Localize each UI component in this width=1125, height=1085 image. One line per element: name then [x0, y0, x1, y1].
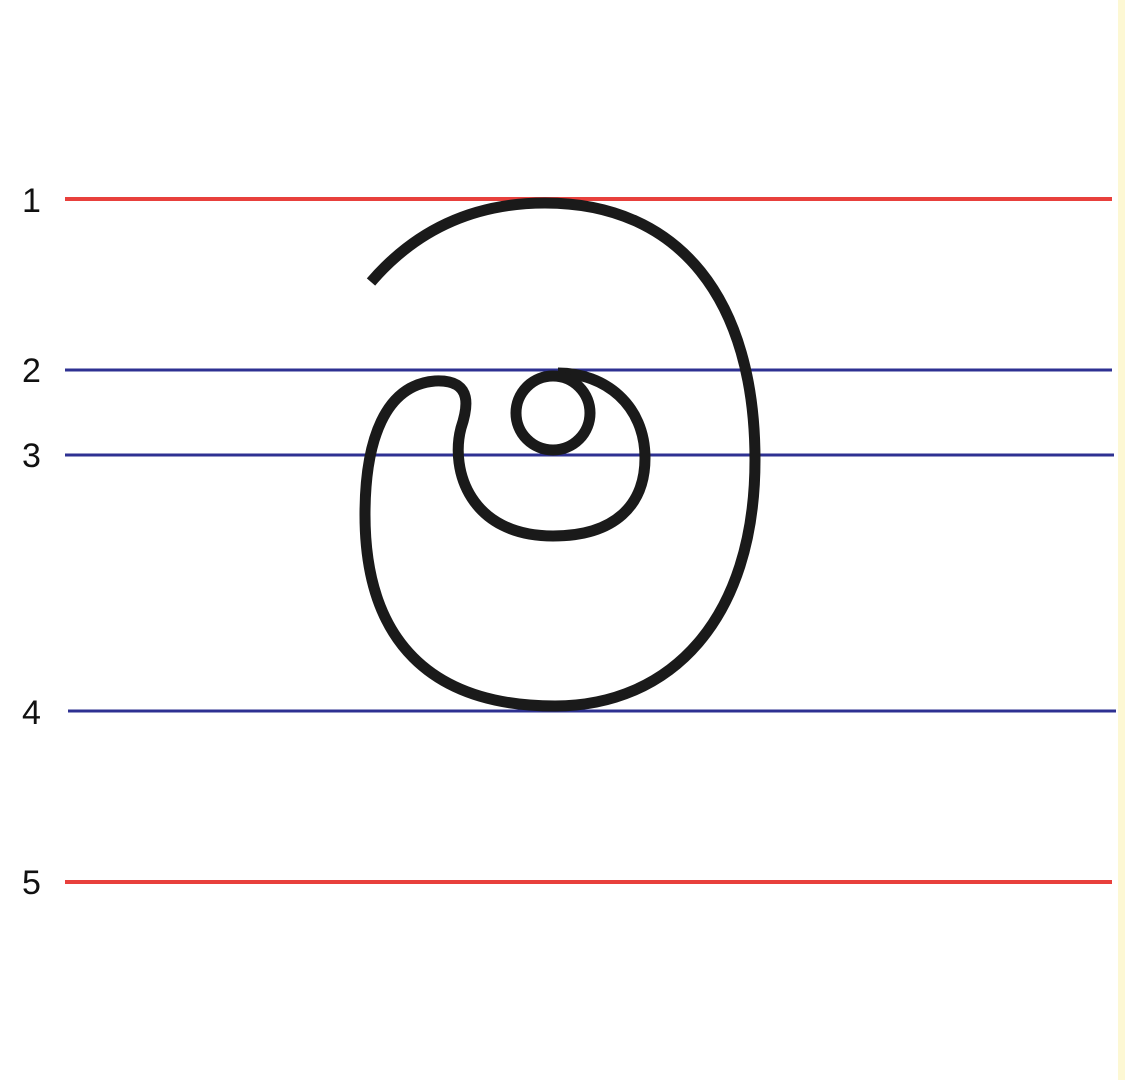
guide-label-4: 4 [22, 694, 41, 732]
right-edge-strip [1118, 0, 1125, 1080]
guide-label-3: 3 [22, 437, 41, 475]
glyph-outer-stroke [359, 197, 761, 712]
guide-label-2: 2 [22, 352, 41, 390]
glyph-inner-loop [510, 370, 596, 456]
guide-label-5: 5 [22, 864, 41, 902]
guide-label-1: 1 [22, 182, 41, 220]
letter-glyph [359, 197, 761, 712]
